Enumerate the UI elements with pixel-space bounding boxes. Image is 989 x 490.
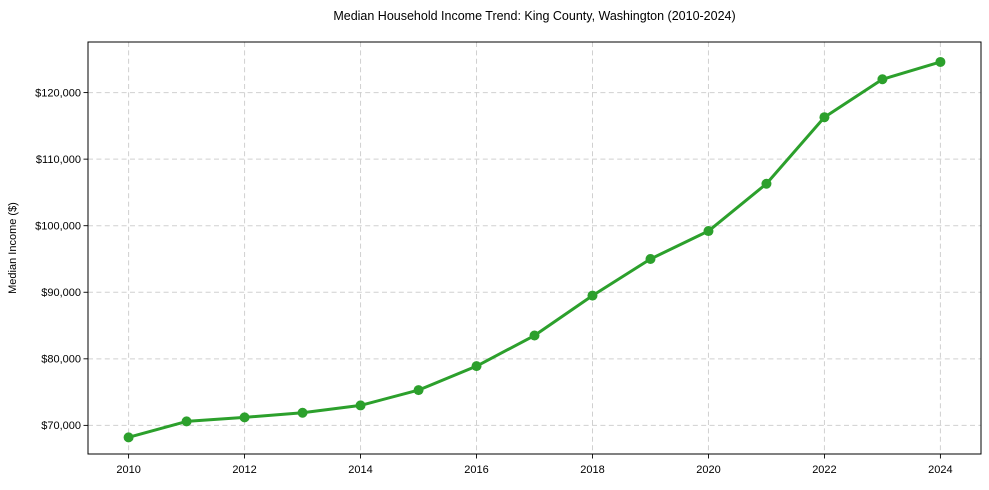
x-tick-label: 2020	[696, 464, 720, 476]
x-tick-label: 2024	[928, 464, 952, 476]
y-axis-title: Median Income ($)	[7, 202, 19, 294]
plot-border	[87, 41, 982, 455]
data-point-2016	[471, 361, 482, 372]
tick-layer: 2010 2012 2014 2016 2018 2020 2022 2024 $70,000 $…	[35, 87, 953, 476]
data-point-2022	[819, 112, 830, 123]
x-tick-label: 2010	[116, 464, 140, 476]
y-tick-label: $80,000	[41, 354, 81, 366]
data-point-2015	[413, 385, 424, 396]
data-point-2011	[181, 416, 192, 427]
chart-title: Median Household Income Trend: King Coun…	[333, 9, 735, 23]
data-point-2024	[935, 56, 946, 67]
y-tick-label: $70,000	[41, 420, 81, 432]
data-point-2020	[703, 226, 714, 237]
data-point-2010	[123, 432, 134, 443]
x-tick-label: 2014	[348, 464, 372, 476]
data-point-2014	[355, 400, 366, 411]
data-point-2012	[239, 412, 250, 423]
y-tick-label: $110,000	[36, 154, 81, 166]
data-point-2017	[529, 330, 540, 341]
x-tick-label: 2018	[580, 464, 604, 476]
data-point-2023	[877, 74, 888, 85]
y-tick-label: $100,000	[35, 221, 81, 233]
trend-line	[127, 60, 942, 439]
y-tick-label: $120,000	[35, 87, 81, 99]
x-tick-label: 2012	[232, 464, 256, 476]
data-point-2013	[297, 407, 308, 418]
y-tick-label: $90,000	[41, 287, 81, 299]
series-layer	[123, 56, 946, 443]
data-point-2021	[761, 178, 772, 189]
x-tick-label: 2022	[812, 464, 836, 476]
x-tick-label: 2016	[464, 464, 488, 476]
data-point-2019	[645, 253, 656, 264]
data-point-2018	[587, 290, 598, 301]
grid-layer	[88, 42, 981, 454]
